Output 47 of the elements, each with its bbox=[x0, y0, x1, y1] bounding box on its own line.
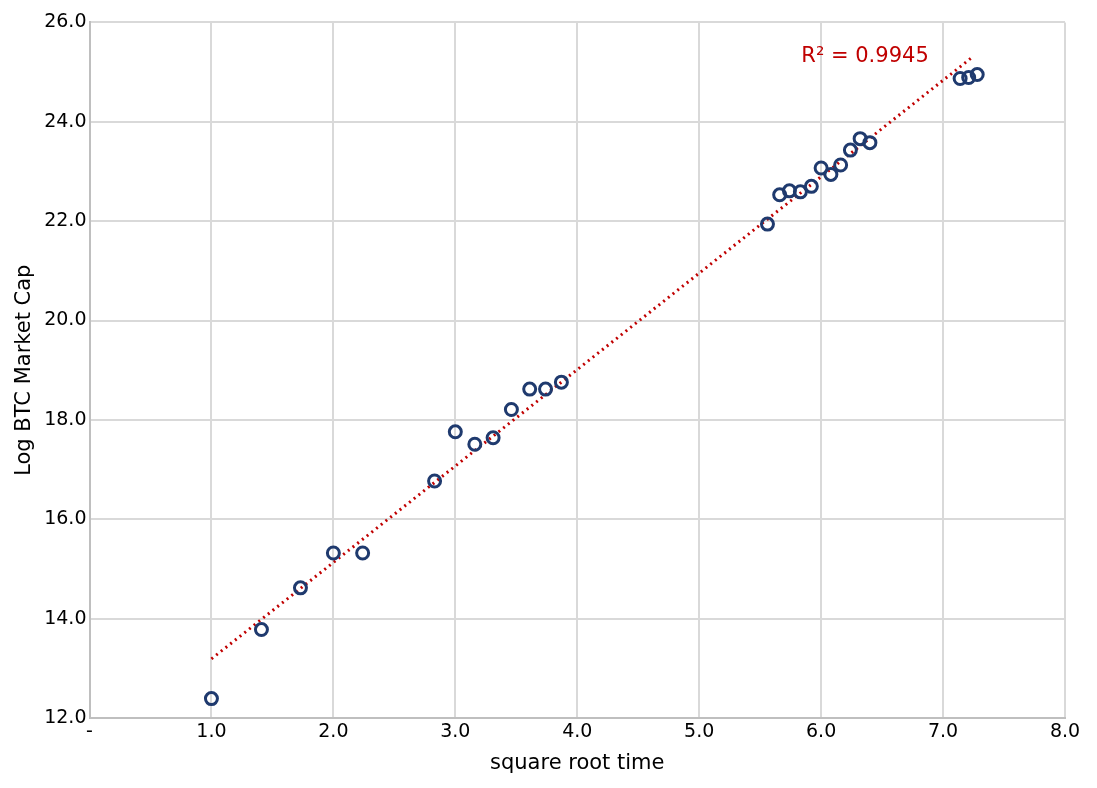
y-axis-title: Log BTC Market Cap bbox=[11, 264, 36, 476]
x-tick-label: 8.0 bbox=[1049, 719, 1081, 742]
x-tick-label: 6.0 bbox=[806, 719, 837, 742]
y-tick-label: 24.0 bbox=[44, 108, 87, 131]
point bbox=[852, 131, 868, 147]
point bbox=[253, 622, 269, 638]
y-tick-label: 12.0 bbox=[44, 704, 87, 727]
y-tick-label: 20.0 bbox=[44, 307, 87, 330]
point bbox=[427, 473, 443, 489]
point bbox=[203, 691, 219, 707]
x-tick-label: 4.0 bbox=[562, 719, 593, 742]
point bbox=[961, 70, 977, 86]
point bbox=[538, 381, 554, 397]
x-tick-label: 1.0 bbox=[196, 719, 227, 742]
point bbox=[792, 184, 808, 200]
y-tick-label: 22.0 bbox=[44, 208, 87, 231]
x-tick-label: 3.0 bbox=[440, 719, 471, 742]
point bbox=[813, 160, 829, 176]
point bbox=[842, 142, 858, 158]
x-tick-label: - bbox=[86, 719, 93, 742]
x-tick-label: 5.0 bbox=[684, 719, 715, 742]
y-tick-label: 16.0 bbox=[44, 506, 87, 529]
y-tick-label: 18.0 bbox=[44, 406, 87, 429]
point bbox=[503, 401, 519, 417]
point bbox=[355, 545, 371, 561]
point bbox=[759, 216, 775, 232]
x-tick-label: 2.0 bbox=[318, 719, 349, 742]
annotation: R² = 0.9945 bbox=[801, 42, 929, 67]
point bbox=[823, 166, 839, 182]
point bbox=[553, 374, 569, 390]
point bbox=[969, 67, 985, 83]
point bbox=[485, 430, 501, 446]
point bbox=[862, 135, 878, 151]
point bbox=[952, 71, 968, 87]
point bbox=[803, 178, 819, 194]
point bbox=[292, 580, 308, 596]
point bbox=[522, 381, 538, 397]
point bbox=[833, 157, 849, 173]
point bbox=[467, 436, 483, 452]
point bbox=[772, 187, 788, 203]
point bbox=[325, 545, 341, 561]
x-tick-label: 7.0 bbox=[927, 719, 959, 742]
point bbox=[447, 424, 463, 440]
x-axis-title: square root time bbox=[490, 749, 665, 774]
point bbox=[781, 183, 797, 199]
y-tick-label: 26.0 bbox=[44, 9, 87, 32]
y-tick-label: 14.0 bbox=[44, 605, 87, 628]
